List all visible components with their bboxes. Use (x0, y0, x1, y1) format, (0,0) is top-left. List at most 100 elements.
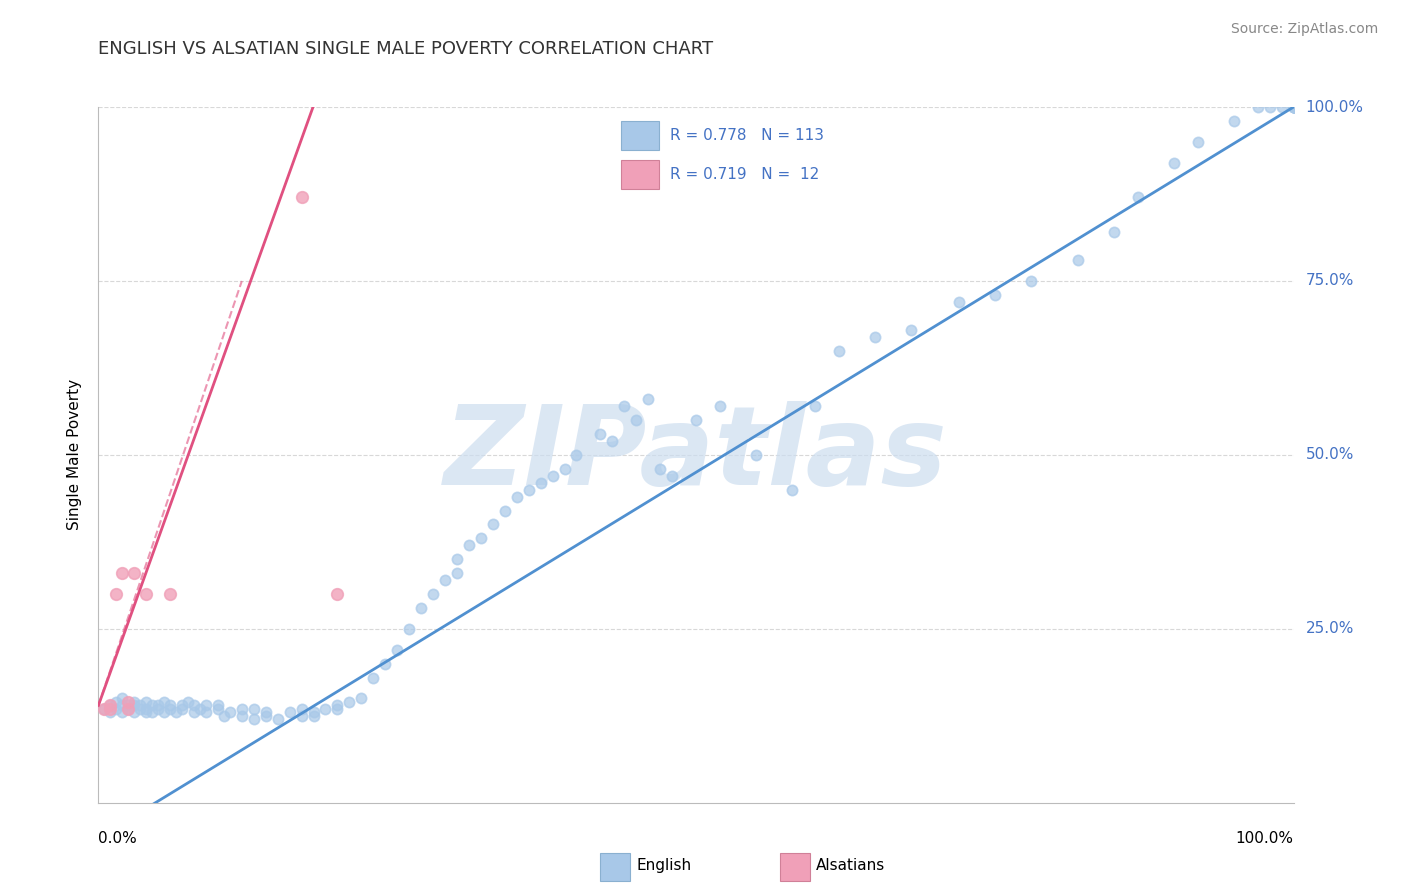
Point (326, 698, 349, 713)
Point (481, 517, 505, 532)
Point (111, 691, 134, 706)
Point (93, 702, 115, 716)
Point (267, 712, 290, 726)
Text: Source: ZipAtlas.com: Source: ZipAtlas.com (1230, 22, 1378, 37)
Point (278, 706, 301, 720)
Point (398, 622, 420, 636)
Point (1282, 100, 1305, 114)
Point (506, 490, 529, 504)
Point (290, 708, 312, 723)
Text: Alsatians: Alsatians (815, 858, 884, 873)
Point (141, 706, 163, 720)
Point (98, 702, 122, 716)
Point (863, 329, 886, 343)
Point (948, 294, 970, 309)
Point (124, 695, 146, 709)
Point (1258, 100, 1281, 114)
Point (188, 702, 211, 716)
Point (159, 702, 181, 716)
Point (290, 190, 312, 204)
Point (529, 475, 551, 490)
Point (231, 702, 253, 716)
Point (385, 642, 409, 657)
Point (135, 587, 157, 601)
Point (470, 532, 492, 546)
Point (613, 399, 636, 413)
Point (98, 698, 122, 713)
Point (183, 706, 205, 720)
Point (159, 698, 181, 713)
Point (165, 706, 187, 720)
Point (1067, 253, 1090, 268)
Point (207, 702, 229, 716)
Point (111, 698, 134, 713)
Point (141, 698, 163, 713)
Point (685, 413, 707, 427)
Point (302, 706, 325, 720)
Point (624, 413, 647, 427)
Point (135, 702, 157, 716)
Point (337, 695, 360, 709)
Point (828, 343, 851, 358)
Text: 25.0%: 25.0% (1305, 622, 1354, 636)
Point (1222, 114, 1246, 128)
Point (1282, 100, 1305, 114)
Point (111, 566, 134, 581)
Point (1282, 100, 1305, 114)
Point (637, 392, 659, 407)
Point (589, 427, 612, 442)
Point (212, 708, 235, 723)
Point (1246, 100, 1268, 114)
Point (565, 448, 588, 462)
Text: 100.0%: 100.0% (1236, 830, 1294, 846)
Point (1187, 135, 1209, 149)
Point (105, 702, 128, 716)
Point (780, 483, 803, 497)
Point (900, 323, 922, 337)
Point (411, 601, 433, 615)
Text: 100.0%: 100.0% (1305, 100, 1364, 114)
Point (983, 288, 1005, 302)
Point (98, 698, 122, 713)
Point (290, 702, 312, 716)
Point (494, 503, 516, 517)
Point (433, 573, 456, 587)
Point (117, 702, 139, 716)
FancyBboxPatch shape (600, 853, 630, 880)
Point (1019, 274, 1042, 288)
Point (541, 468, 564, 483)
Point (648, 462, 672, 476)
Point (135, 706, 157, 720)
Point (374, 657, 396, 671)
Point (124, 566, 146, 581)
Point (709, 399, 731, 413)
Point (315, 702, 337, 716)
Point (1282, 100, 1305, 114)
Point (129, 698, 152, 713)
Point (148, 698, 170, 713)
Point (243, 712, 266, 726)
Point (111, 706, 134, 720)
Point (177, 695, 200, 709)
Point (105, 695, 128, 709)
Point (517, 483, 540, 497)
Point (326, 587, 349, 601)
Point (117, 698, 139, 713)
Text: 0.0%: 0.0% (98, 830, 138, 846)
Point (148, 702, 170, 716)
Point (124, 698, 146, 713)
Text: 50.0%: 50.0% (1305, 448, 1354, 462)
Point (254, 708, 277, 723)
Point (1282, 100, 1305, 114)
Point (159, 587, 181, 601)
Point (422, 587, 444, 601)
Point (458, 538, 481, 552)
Point (1282, 100, 1305, 114)
Text: ZIPatlas: ZIPatlas (444, 401, 948, 508)
Point (1282, 100, 1305, 114)
Point (117, 702, 139, 716)
Point (1282, 100, 1305, 114)
Point (1282, 100, 1305, 114)
Point (117, 695, 139, 709)
Point (326, 702, 349, 716)
